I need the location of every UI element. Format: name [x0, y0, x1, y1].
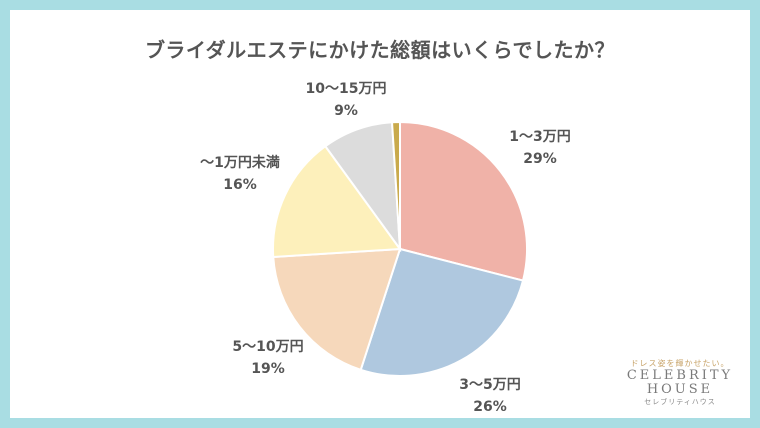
- slice-label-0: 1〜3万円 29%: [490, 126, 590, 170]
- pie-chart: [272, 120, 528, 377]
- brand-kana: セレブリティハウス: [644, 398, 716, 406]
- chart-title: ブライダルエステにかけた総額はいくらでしたか？: [144, 38, 616, 62]
- pie-slice-2: [272, 247, 402, 372]
- brand-logo: ドレス姿を輝かせたい。 CELEBRITY HOUSE セレブリティハウス: [616, 358, 744, 407]
- brand-name-line1: CELEBRITY: [626, 368, 734, 383]
- slice-label-4-value: 9%: [334, 103, 358, 119]
- brand-name-line2: HOUSE: [646, 382, 714, 397]
- slice-label-1-value: 26%: [473, 399, 507, 415]
- slice-label-3: 〜1万円未満 16%: [180, 152, 300, 196]
- pie-slice-1: [359, 247, 525, 377]
- brand-tagline: ドレス姿を輝かせたい。: [630, 359, 730, 368]
- slice-label-1-name: 3〜5万円: [459, 377, 521, 393]
- slice-label-0-value: 29%: [523, 151, 557, 167]
- slice-label-1: 3〜5万円 26%: [440, 374, 540, 418]
- chart-frame: ブライダルエステにかけた総額はいくらでしたか？ 1〜3万円 29% 3〜5万円 …: [10, 10, 750, 418]
- slice-label-0-name: 1〜3万円: [509, 129, 571, 145]
- slice-label-2-value: 19%: [251, 361, 285, 377]
- slice-label-2-name: 5〜10万円: [232, 339, 304, 355]
- pie-slice-0: [399, 120, 528, 282]
- slice-label-2: 5〜10万円 19%: [218, 336, 318, 380]
- slice-label-3-value: 16%: [223, 177, 257, 193]
- pie-slice-5: [390, 120, 401, 250]
- slice-label-4: 10〜15万円 9%: [286, 78, 406, 122]
- slice-label-3-name: 〜1万円未満: [200, 155, 280, 171]
- slice-label-4-name: 10〜15万円: [305, 81, 387, 97]
- pie-slice-3: [272, 144, 402, 259]
